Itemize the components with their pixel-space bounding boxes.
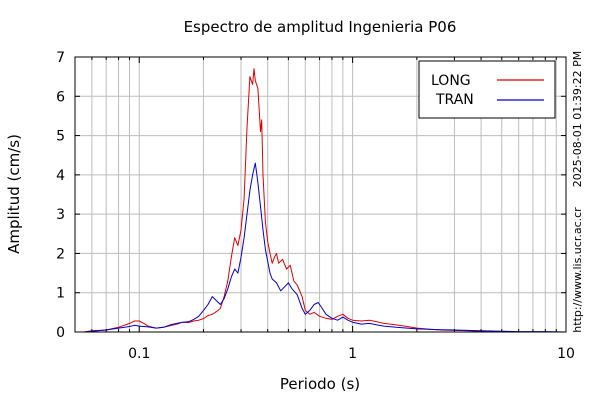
x-tick-label: 0.1 — [128, 346, 150, 362]
series-lines — [83, 68, 567, 333]
source-url-label: http://www.lis.ucr.ac.cr — [571, 207, 584, 333]
axis-ticks: 0 1 2 3 4 5 6 7 0.1 1 10 — [56, 50, 575, 362]
y-tick-label: 2 — [56, 246, 65, 262]
y-tick-label: 1 — [56, 286, 65, 302]
y-tick-label: 5 — [56, 129, 65, 145]
y-tick-label: 0 — [56, 325, 65, 341]
y-tick-label: 4 — [56, 168, 65, 184]
series-line-tran — [83, 162, 567, 333]
legend: LONG TRAN — [418, 60, 556, 119]
y-tick-label: 6 — [56, 89, 65, 105]
x-tick-label: 1 — [348, 346, 357, 362]
timestamp-label: 2025-08-01 01:39:22 PM — [571, 51, 584, 187]
legend-label-tran: TRAN — [435, 92, 474, 108]
series-line-long — [83, 68, 488, 333]
x-tick-label: 10 — [557, 346, 575, 362]
y-tick-label: 7 — [56, 50, 65, 66]
legend-box — [418, 60, 556, 119]
legend-label-long: LONG — [431, 73, 471, 89]
y-tick-label: 3 — [56, 207, 65, 223]
chart-title: Espectro de amplitud Ingenieria P06 — [184, 18, 457, 36]
x-axis-label: Periodo (s) — [280, 375, 360, 393]
y-axis-label: Amplitud (cm/s) — [5, 134, 23, 254]
plot-frame — [74, 56, 567, 333]
